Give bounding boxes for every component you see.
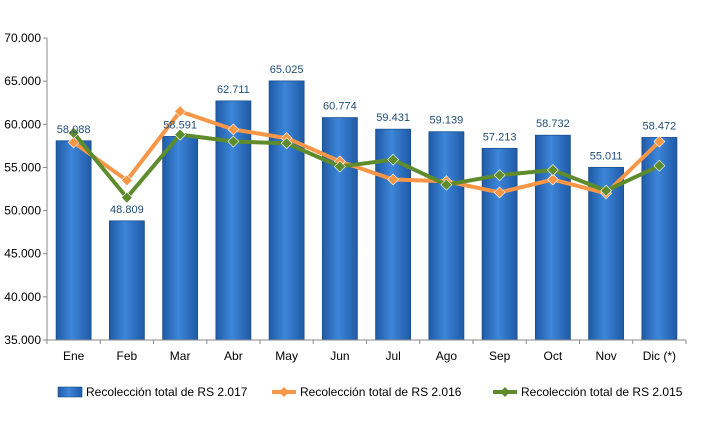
y-tick-label: 50.000 xyxy=(4,204,41,218)
line-point xyxy=(67,126,80,139)
y-tick-label: 40.000 xyxy=(4,290,41,304)
data-label: 55.011 xyxy=(590,150,623,162)
line-point xyxy=(546,164,559,176)
bar xyxy=(428,131,465,341)
y-tick-label: 65.000 xyxy=(4,74,41,88)
legend-swatch xyxy=(57,386,83,398)
x-tick-label: Dic (*) xyxy=(643,349,676,363)
data-label: 58.472 xyxy=(643,120,677,132)
x-tick-label: Jun xyxy=(330,349,349,363)
y-tick-label: 45.000 xyxy=(4,247,41,261)
data-label: 65.025 xyxy=(270,64,304,76)
data-label: 48.809 xyxy=(110,204,144,216)
legend-label: Recolección total de RS 2.015 xyxy=(521,385,683,399)
legend-item: Recolección total de RS 2.017 xyxy=(57,385,248,399)
line-point xyxy=(493,186,506,199)
line-series-1 xyxy=(71,109,662,196)
line-point xyxy=(280,137,293,150)
bar xyxy=(268,80,305,341)
line-point xyxy=(227,123,240,136)
bar-series xyxy=(55,80,678,341)
line-point xyxy=(546,173,559,186)
x-axis: Ene Feb Mar Abr May Jun Jul Ago Sep Oct Nov Dic (*) xyxy=(46,339,687,363)
line-point xyxy=(493,169,506,182)
x-tick-label: Sep xyxy=(489,349,511,363)
line-point xyxy=(120,174,133,187)
line-point xyxy=(227,135,240,148)
legend-item: Recolección total de RS 2.015 xyxy=(493,385,683,399)
y-tick-label: 60.000 xyxy=(4,117,41,131)
line-series-2 xyxy=(71,130,662,200)
x-tick-label: Nov xyxy=(595,349,616,363)
legend-label: Recolección total de RS 2.016 xyxy=(300,385,462,399)
line-point xyxy=(387,153,400,166)
line-point xyxy=(120,191,133,204)
line-point xyxy=(333,160,346,173)
bar xyxy=(321,117,358,341)
line-point xyxy=(67,136,80,149)
data-label: 62.711 xyxy=(217,84,250,96)
legend-item: Recolección total de RS 2.016 xyxy=(272,385,462,399)
y-axis: 35.000 40.000 45.000 50.000 55.000 60.000 65.0… xyxy=(4,31,48,347)
bar xyxy=(55,140,92,341)
x-tick-label: Abr xyxy=(224,349,243,363)
data-labels: 58.088 48.809 58.591 62.711 65.025 60.774 59.4… xyxy=(57,64,676,216)
line-point xyxy=(440,178,453,191)
data-label: 59.431 xyxy=(376,112,410,124)
data-label: 57.213 xyxy=(483,131,517,143)
data-label: 58.088 xyxy=(57,124,91,136)
x-tick-label: May xyxy=(275,349,298,363)
line-point xyxy=(174,105,187,118)
y-tick-label: 55.000 xyxy=(4,160,41,174)
bar xyxy=(108,220,145,341)
legend: Recolección total de RS 2.017 Recolección… xyxy=(57,385,683,399)
legend-label: Recolección total de RS 2.017 xyxy=(86,385,248,399)
line-series xyxy=(67,105,666,204)
x-tick-label: Feb xyxy=(117,349,138,363)
x-tick-label: Jul xyxy=(385,349,400,363)
x-tick-label: Ago xyxy=(436,349,458,363)
x-tick-label: Oct xyxy=(544,349,563,363)
data-label: 58.732 xyxy=(536,118,570,130)
x-tick-label: Ene xyxy=(63,349,85,363)
line-point xyxy=(387,173,400,186)
bar xyxy=(162,136,199,341)
y-tick-label: 70.000 xyxy=(4,31,41,45)
data-label: 58.591 xyxy=(163,119,197,131)
line-point xyxy=(653,135,666,148)
legend-marker xyxy=(279,387,289,397)
data-label: 59.139 xyxy=(430,115,464,127)
x-tick-label: Mar xyxy=(170,349,191,363)
legend-marker xyxy=(500,387,510,397)
line-point xyxy=(174,128,187,141)
line-point xyxy=(653,159,666,172)
line-point xyxy=(600,184,613,197)
y-tick-label: 35.000 xyxy=(4,333,41,347)
data-label: 60.774 xyxy=(323,101,357,113)
